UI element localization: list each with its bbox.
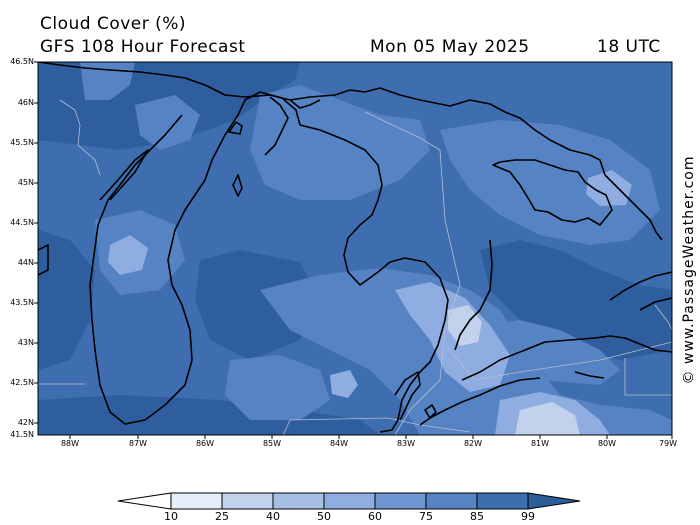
colorbar-label: 40 <box>266 510 280 523</box>
cloud-band-light <box>395 282 510 392</box>
cloud-band-lightest <box>515 402 580 435</box>
coastlines <box>38 62 672 433</box>
lon-label: 83W <box>396 439 416 448</box>
cloud-band-medium <box>250 85 430 200</box>
axis-ticks <box>34 61 673 439</box>
cloud-band-light <box>330 370 358 398</box>
lat-label: 42N <box>17 418 34 427</box>
cloud-band-dark <box>38 395 380 435</box>
lat-label: 42.5N <box>10 378 34 387</box>
map-subtitle: GFS 108 Hour Forecast <box>40 37 246 57</box>
lat-label: 41.5N <box>10 430 34 439</box>
forecast-time: 18 UTC <box>597 37 661 57</box>
colorbar-label: 60 <box>368 510 382 523</box>
cloud-band-light <box>108 235 148 275</box>
colorbar-swatch <box>272 492 325 510</box>
lon-label: 86W <box>195 439 215 448</box>
lon-label: 84W <box>329 439 349 448</box>
lon-label: 88W <box>60 439 80 448</box>
lon-label: 80W <box>597 439 617 448</box>
cloud-band-dark <box>195 250 320 360</box>
lat-label: 46.5N <box>10 57 34 66</box>
lon-label: 81W <box>530 439 550 448</box>
lat-label: 45N <box>17 178 34 187</box>
lat-label: 45.5N <box>10 138 34 147</box>
lat-label: 46N <box>17 98 34 107</box>
colorbar-swatch <box>425 492 478 510</box>
lat-label: 44N <box>17 258 34 267</box>
lon-label: 82W <box>463 439 483 448</box>
colorbar-label: 50 <box>317 510 331 523</box>
map-frame <box>37 61 673 436</box>
colorbar-swatch <box>221 492 274 510</box>
lon-label: 85W <box>262 439 282 448</box>
cloud-band-medium <box>440 120 660 245</box>
colorbar-swatch <box>170 492 223 510</box>
colorbar-swatch <box>476 492 529 510</box>
site-credit: © www.PassageWeather.com <box>681 155 697 385</box>
colorbar <box>117 492 581 510</box>
colorbar-high-arrow <box>527 492 581 510</box>
map-title: Cloud Cover (%) <box>40 14 187 34</box>
colorbar-label: 99 <box>521 510 535 523</box>
cloud-band-light <box>586 170 632 206</box>
colorbar-label: 85 <box>470 510 484 523</box>
lat-label: 44.5N <box>10 218 34 227</box>
cloud-band-medium <box>460 320 620 385</box>
cloud-band-dark <box>38 230 95 370</box>
cloud-band-medium <box>225 355 330 420</box>
colorbar-low-arrow <box>117 492 172 510</box>
colorbar-label: 25 <box>215 510 229 523</box>
colorbar-swatch <box>323 492 376 510</box>
colorbar-swatch <box>374 492 427 510</box>
cloud-band-dark <box>480 240 672 360</box>
lon-label: 87W <box>128 439 148 448</box>
cloud-band-lightest <box>448 305 482 346</box>
lon-label: 79W <box>658 439 678 448</box>
state-borders <box>38 99 672 435</box>
colorbar-label: 75 <box>419 510 433 523</box>
map-field <box>38 62 672 435</box>
colorbar-label: 10 <box>164 510 178 523</box>
lat-label: 43.5N <box>10 298 34 307</box>
lat-label: 43N <box>17 338 34 347</box>
cloud-band-medium <box>135 95 200 150</box>
forecast-date: Mon 05 May 2025 <box>370 37 530 57</box>
